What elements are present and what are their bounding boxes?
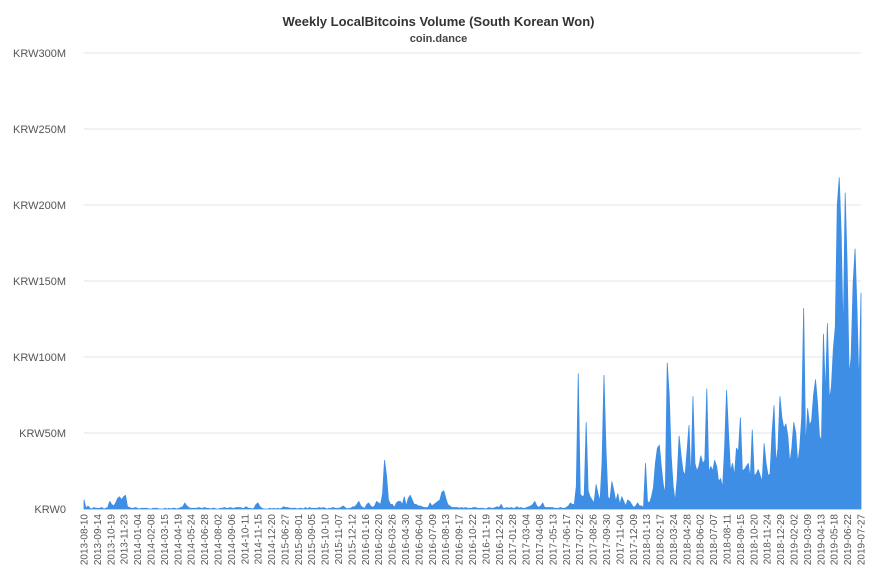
x-tick-label: 2014-03-15 [160,514,171,566]
x-tick-label: 2016-04-30 [401,514,412,566]
x-axis: 2013-08-10 2013-09-14 2013-10-19 2013-11-23… [80,514,868,566]
x-tick-label: 2017-06-17 [562,514,573,566]
x-tick-label: 2018-08-11 [723,514,734,565]
chart-subtitle: coin.dance [409,33,468,45]
x-tick-label: 2016-01-16 [361,514,372,566]
x-tick-label: 2014-06-28 [200,514,211,566]
x-tick-label: 2016-03-26 [388,514,399,566]
x-tick-label: 2015-09-05 [307,514,318,566]
x-tick-label: 2016-09-17 [455,514,466,566]
y-axis: KRW0 KRW50M KRW100M KRW150M KRW200M KRW250M KR… [13,48,66,516]
x-tick-label: 2018-07-07 [709,514,720,566]
x-tick-label: 2014-04-19 [173,514,184,566]
series-krw-volume [83,177,862,510]
x-tick-label: 2018-04-28 [682,514,693,566]
x-tick-label: 2018-02-17 [656,514,667,566]
x-tick-label: 2019-04-13 [816,514,827,566]
x-tick-label: 2015-06-27 [280,514,291,566]
x-tick-label: 2015-11-07 [334,514,345,565]
x-tick-label: 2016-02-20 [374,514,385,566]
x-tick-label: 2017-01-28 [508,514,519,566]
x-tick-label: 2017-08-26 [589,514,600,566]
x-tick-label: 2014-12-20 [267,514,278,566]
x-tick-label: 2016-08-13 [441,514,452,566]
y-tick-label: KRW250M [13,124,66,136]
x-tick-label: 2018-03-24 [669,514,680,566]
x-tick-label: 2018-12-29 [776,514,787,566]
x-tick-label: 2017-11-04 [615,514,626,565]
x-tick-label: 2014-09-06 [227,514,238,566]
x-tick-label: 2017-07-22 [575,514,586,566]
x-tick-label: 2015-12-12 [347,514,358,566]
x-tick-label: 2016-07-09 [428,514,439,566]
x-tick-label: 2018-11-24 [763,514,774,565]
y-tick-label: KRW50M [19,428,66,440]
x-tick-label: 2014-01-04 [133,514,144,566]
x-tick-label: 2014-10-11 [240,514,251,565]
x-tick-label: 2015-08-01 [294,514,305,566]
x-tick-label: 2013-11-23 [120,514,131,565]
x-tick-label: 2014-02-08 [146,514,157,566]
x-tick-label: 2019-03-09 [803,514,814,566]
x-tick-label: 2019-05-18 [830,514,841,566]
x-tick-label: 2014-11-15 [254,514,265,565]
x-tick-label: 2016-06-04 [414,514,425,566]
x-tick-label: 2013-08-10 [80,514,91,566]
x-tick-label: 2018-06-02 [696,514,707,566]
chart-title: Weekly LocalBitcoins Volume (South Korea… [282,14,595,29]
x-tick-label: 2018-10-20 [749,514,760,566]
x-tick-label: 2019-06-22 [843,514,854,566]
x-tick-label: 2017-05-13 [548,514,559,566]
x-tick-label: 2016-10-22 [468,514,479,566]
x-tick-label: 2016-12-24 [495,514,506,566]
x-tick-label: 2018-09-15 [736,514,747,566]
x-tick-label: 2019-02-02 [790,514,801,566]
y-tick-label: KRW100M [13,352,66,364]
x-tick-label: 2017-09-30 [602,514,613,566]
y-tick-label: KRW150M [13,276,66,288]
y-tick-label: KRW300M [13,48,66,60]
x-tick-label: 2017-12-09 [629,514,640,566]
x-tick-label: 2013-09-14 [93,514,104,566]
x-tick-label: 2017-03-04 [522,514,533,566]
x-tick-label: 2018-01-13 [642,514,653,566]
x-tick-label: 2019-07-27 [857,514,868,566]
x-tick-label: 2016-11-19 [481,514,492,565]
y-tick-label: KRW200M [13,200,66,212]
x-tick-label: 2013-10-19 [106,514,117,566]
x-tick-label: 2014-05-24 [187,514,198,566]
gridlines [84,52,861,510]
y-tick-label: KRW0 [34,504,66,516]
x-tick-label: 2017-04-08 [535,514,546,566]
area-series [83,177,862,510]
x-tick-label: 2014-08-02 [213,514,224,566]
x-tick-label: 2015-10-10 [321,514,332,566]
